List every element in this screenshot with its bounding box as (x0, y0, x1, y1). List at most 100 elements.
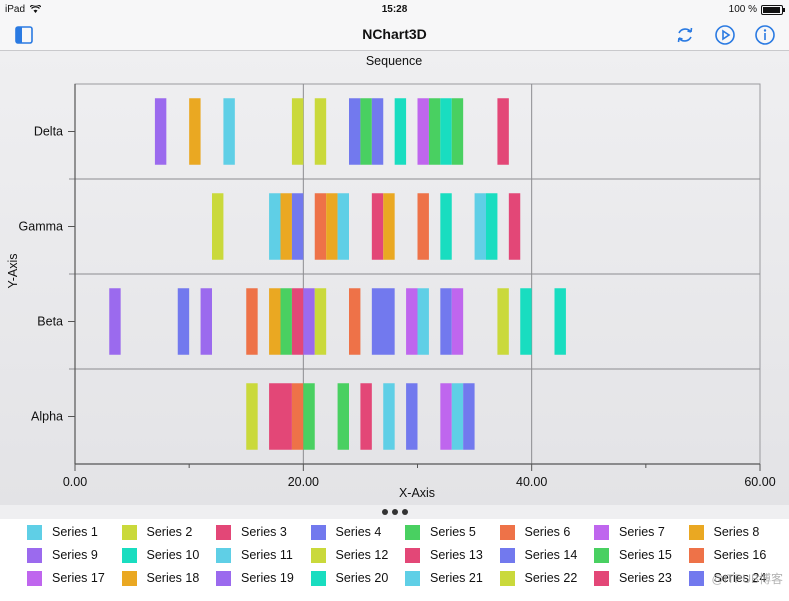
sequence-bar (246, 383, 258, 450)
info-button[interactable] (753, 23, 777, 47)
x-tick-label: 40.00 (516, 475, 547, 489)
play-button[interactable] (713, 23, 737, 47)
legend: Series 1 Series 2 Series 3 Series 4 Series 5… (0, 519, 789, 601)
legend-item[interactable]: Series 2 (121, 523, 192, 541)
legend-swatch (499, 547, 515, 563)
legend-label: Series 18 (146, 571, 200, 585)
legend-swatch (310, 570, 326, 586)
sequence-bar (314, 98, 327, 165)
legend-item[interactable]: Series 4 (310, 523, 381, 541)
legend-item[interactable]: Series 6 (499, 523, 571, 541)
sequence-bar (451, 98, 464, 165)
wifi-icon (29, 4, 42, 14)
sequence-bar (406, 288, 418, 355)
legend-swatch (594, 524, 609, 540)
legend-item[interactable]: Series 23 (594, 569, 672, 587)
legend-item[interactable]: Series 10 (121, 546, 199, 564)
sequence-bar (189, 98, 201, 165)
legend-item[interactable]: Series 21 (405, 569, 483, 587)
page-dot[interactable] (401, 509, 408, 515)
legend-label: Series 8 (713, 525, 760, 539)
sidebar-toggle-icon (15, 26, 33, 44)
sequence-bar (291, 383, 304, 450)
legend-label: Series 1 (52, 525, 98, 539)
page-dot[interactable] (391, 509, 398, 515)
legend-item[interactable]: Series 24 (688, 569, 766, 587)
legend-swatch (594, 570, 609, 586)
legend-label: Series 16 (713, 548, 767, 562)
legend-item[interactable]: Series 9 (27, 546, 98, 564)
app-title: NChart3D (362, 26, 427, 42)
sequence-bar (497, 288, 509, 355)
legend-label: Series 20 (335, 571, 389, 585)
refresh-button[interactable] (673, 23, 697, 47)
x-tick-label: 0.00 (63, 475, 87, 489)
legend-swatch (121, 547, 137, 563)
sequence-bar (417, 288, 429, 355)
legend-swatch (27, 570, 42, 586)
y-axis-label: Y-Axis (6, 254, 20, 289)
sequence-bar (440, 98, 452, 165)
sequence-bar (383, 383, 395, 450)
legend-item[interactable]: Series 17 (27, 569, 105, 587)
sequence-bar (497, 98, 509, 165)
sequence-bar (291, 98, 304, 165)
sequence-bar (463, 383, 475, 450)
legend-swatch (688, 547, 704, 563)
sequence-bar (520, 288, 532, 355)
sequence-bar (314, 288, 327, 355)
legend-item[interactable]: Series 5 (405, 523, 476, 541)
page-indicator[interactable] (0, 505, 789, 519)
sequence-bar (326, 193, 338, 260)
sequence-bar (417, 98, 429, 165)
legend-item[interactable]: Series 11 (216, 546, 293, 564)
legend-item[interactable]: Series 19 (216, 569, 294, 587)
x-tick-label: 20.00 (288, 475, 319, 489)
sequence-bar (474, 193, 486, 260)
legend-item[interactable]: Series 16 (688, 546, 767, 564)
page-dot[interactable] (381, 509, 388, 515)
sequence-bar (371, 288, 395, 355)
legend-item[interactable]: Series 7 (594, 523, 665, 541)
legend-label: Series 21 (430, 571, 483, 585)
legend-swatch (405, 570, 420, 586)
legend-item[interactable]: Series 12 (310, 546, 388, 564)
legend-item[interactable]: Series 18 (121, 569, 200, 587)
sequence-bar (349, 288, 361, 355)
legend-item[interactable]: Series 22 (499, 569, 578, 587)
sequence-bar (246, 288, 258, 355)
y-tick-label: Delta (34, 125, 63, 139)
status-battery: 100 % (729, 4, 785, 15)
legend-item[interactable]: Series 13 (405, 546, 483, 564)
sequence-bar (428, 98, 441, 165)
sequence-bar (440, 383, 452, 450)
sequence-bar (349, 98, 361, 165)
legend-item[interactable]: Series 3 (216, 523, 287, 541)
legend-item[interactable]: Series 14 (499, 546, 578, 564)
legend-label: Series 3 (241, 525, 287, 539)
sequence-bar (269, 383, 292, 450)
chart-title: Sequence (366, 54, 422, 68)
legend-label: Series 14 (524, 548, 578, 562)
legend-label: Series 6 (524, 525, 571, 539)
legend-item[interactable]: Series 15 (594, 546, 672, 564)
legend-swatch (310, 524, 326, 540)
legend-label: Series 13 (430, 548, 483, 562)
nav-bar: NChart3D (0, 20, 789, 51)
y-tick-label: Alpha (31, 410, 63, 424)
legend-swatch (688, 570, 704, 586)
legend-label: Series 17 (52, 571, 105, 585)
legend-label: Series 7 (619, 525, 665, 539)
refresh-icon (677, 27, 693, 43)
legend-swatch (499, 524, 515, 540)
sequence-bar (451, 288, 464, 355)
legend-item[interactable]: Series 20 (310, 569, 389, 587)
legend-item[interactable]: Series 8 (688, 523, 760, 541)
sequence-bar (406, 383, 418, 450)
sidebar-toggle-button[interactable] (12, 23, 36, 47)
legend-label: Series 22 (524, 571, 578, 585)
sequence-bar (394, 98, 407, 165)
sequence-bar (177, 288, 190, 355)
legend-item[interactable]: Series 1 (27, 523, 98, 541)
legend-label: Series 5 (430, 525, 476, 539)
